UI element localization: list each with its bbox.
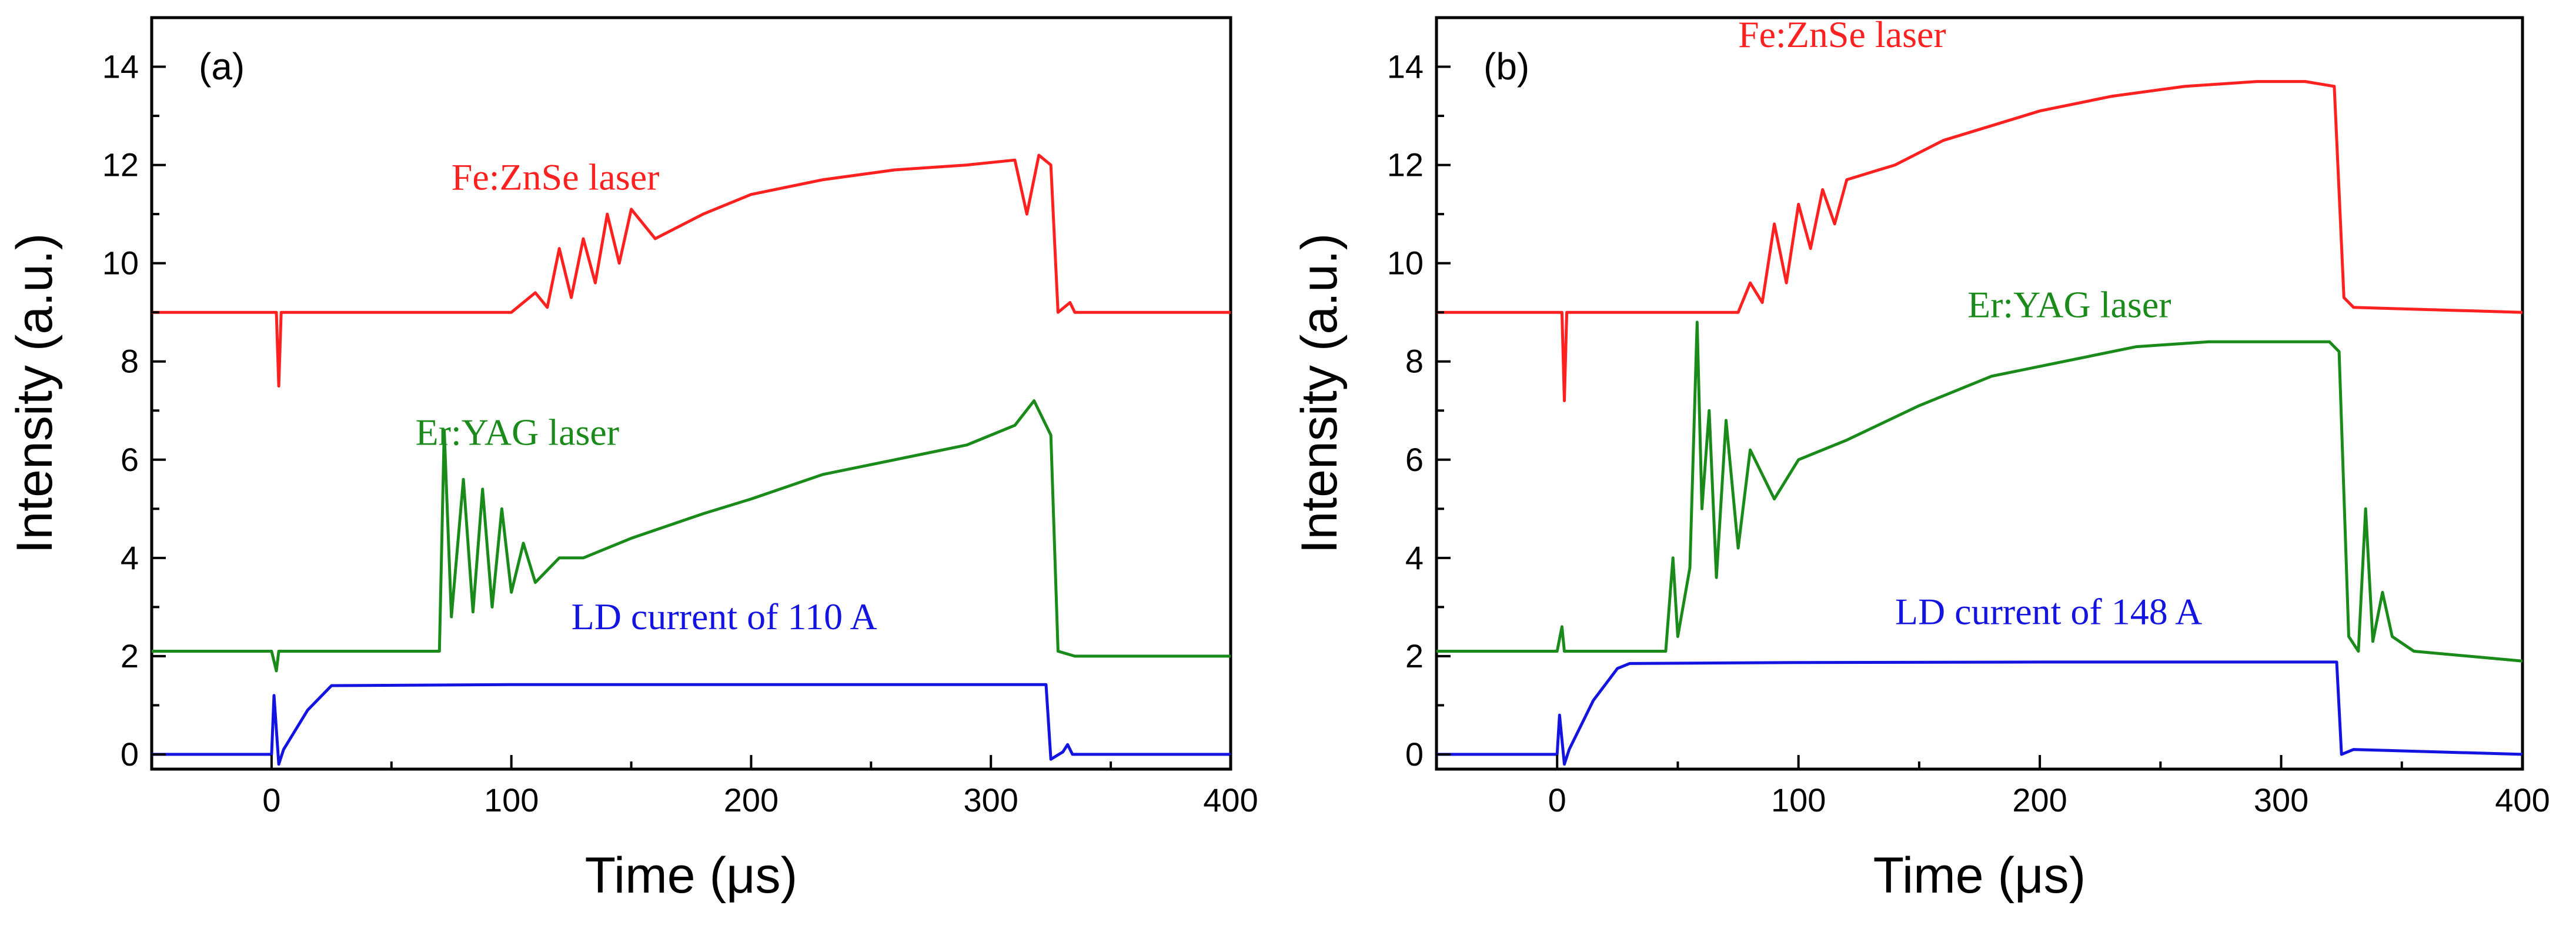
panel-b-er-yag-label: Er:YAG laser — [1967, 284, 2171, 326]
panel-b-x-axis-title: Time (μs) — [1873, 847, 2086, 904]
panel-b-fe-znse-label: Fe:ZnSe laser — [1738, 14, 1946, 55]
panel-a-y-axis-title: Intensity (a.u.) — [6, 233, 63, 554]
panel-b-plot-frame — [1435, 16, 2524, 771]
panel-a-y-tick-label: 0 — [121, 736, 139, 773]
panel-a-x-tick-label: 400 — [1203, 781, 1258, 819]
panel-a-ld-current-trace — [152, 683, 1231, 766]
panel-b-ld-current-trace — [1436, 660, 2523, 766]
panel-a-y-tick-label: 14 — [102, 48, 139, 85]
panel-b-label: (b) — [1484, 45, 1529, 88]
panel-b-x-tick-label: 0 — [1548, 781, 1566, 819]
panel-b-y-tick-label: 2 — [1405, 637, 1424, 674]
panel-b-x-tick-label: 200 — [2012, 781, 2067, 819]
panel-a-y-tick-label: 12 — [102, 146, 139, 183]
panel-a-er-yag-trace — [152, 399, 1231, 673]
panel-b-ld-current-label: LD current of 148 A — [1895, 591, 2203, 633]
panel-a-y-tick-label: 2 — [121, 637, 139, 674]
panel-a-y-tick-label: 6 — [121, 441, 139, 478]
panel-a-ticks-layer: 0 100 200 300 400 0 2 4 6 8 10 12 14 — [102, 48, 1258, 819]
panel-a-x-tick-label: 300 — [964, 781, 1018, 819]
panel-b-x-tick-label: 100 — [1771, 781, 1826, 819]
panel-b-x-tick-label: 400 — [2495, 781, 2550, 819]
panel-b-series-layer — [1436, 80, 2523, 766]
panel-b-y-tick-label: 14 — [1387, 48, 1424, 85]
panel-a-ld-current-label: LD current of 110 A — [572, 596, 877, 637]
panel-b-fe-znse-trace — [1436, 80, 2523, 402]
panel-b-y-tick-label: 0 — [1405, 736, 1424, 773]
panel-b-y-tick-label: 8 — [1405, 343, 1424, 380]
panel-b-er-yag-trace — [1436, 320, 2523, 663]
panel-b: 0 100 200 300 400 0 2 4 6 8 10 12 14 (b) Time (μs) I… — [1291, 14, 2550, 904]
panel-b-y-tick-label: 10 — [1387, 245, 1424, 282]
panel-a-y-tick-label: 8 — [121, 343, 139, 380]
panel-b-y-tick-label: 6 — [1405, 441, 1424, 478]
panel-b-x-tick-label: 300 — [2254, 781, 2308, 819]
panel-b-y-tick-label: 4 — [1405, 539, 1424, 576]
panel-b-y-axis-title: Intensity (a.u.) — [1291, 233, 1348, 554]
panel-a-y-tick-label: 10 — [102, 245, 139, 282]
panel-a: 0 100 200 300 400 0 2 4 6 8 10 12 14 (a) Time (μs) I… — [6, 16, 1258, 904]
panel-a-x-tick-label: 200 — [724, 781, 779, 819]
panel-a-plot-frame — [150, 16, 1232, 771]
panel-a-y-tick-label: 4 — [121, 539, 139, 576]
panel-a-er-yag-label: Er:YAG laser — [416, 412, 620, 453]
panel-a-x-axis-title: Time (μs) — [585, 847, 798, 904]
panel-a-x-tick-label: 100 — [484, 781, 539, 819]
panel-a-x-tick-label: 0 — [262, 781, 280, 819]
panel-b-y-tick-label: 12 — [1387, 146, 1424, 183]
panel-a-fe-znse-trace — [152, 153, 1231, 388]
panel-a-label: (a) — [199, 45, 245, 88]
panel-a-series-layer — [152, 153, 1231, 766]
panel-b-ticks-layer: 0 100 200 300 400 0 2 4 6 8 10 12 14 — [1387, 48, 2550, 819]
panel-a-fe-znse-label: Fe:ZnSe laser — [452, 156, 660, 198]
